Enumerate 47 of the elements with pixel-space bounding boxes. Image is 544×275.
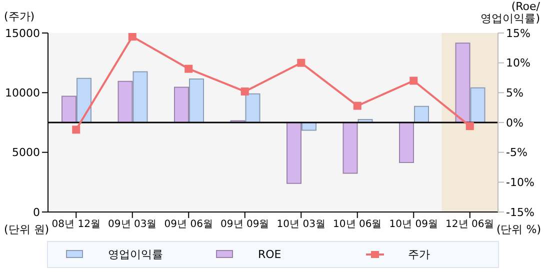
x-tick-label: 10년 09월 <box>389 219 438 230</box>
point <box>72 126 80 134</box>
point <box>297 58 306 67</box>
y-tick-label: 5000 <box>12 146 40 160</box>
legend-label: ROE <box>258 248 282 261</box>
y2-tick-label: -10% <box>506 176 534 190</box>
bar <box>286 122 302 184</box>
bar <box>470 87 486 123</box>
bar <box>76 78 92 123</box>
point <box>128 33 136 41</box>
text: (단위 %) <box>496 222 541 237</box>
y-tick-label: 10000 <box>5 86 40 100</box>
point <box>410 76 418 85</box>
bar <box>399 122 414 163</box>
bar <box>132 71 148 123</box>
bar <box>342 122 358 174</box>
x-tick-label: 08년 12월 <box>52 219 100 230</box>
y-tick-label: 15000 <box>5 26 40 40</box>
bar <box>414 106 429 123</box>
y-tick-label: 0 <box>33 206 40 219</box>
y2-tick-label: 5% <box>506 86 524 100</box>
y2-axis-title: (Roe/ 영업이익률) <box>480 0 540 25</box>
text: (단위 원) <box>4 222 50 237</box>
x-tick-label: 10년 06월 <box>333 219 382 230</box>
y2-tick-label: -5% <box>506 146 528 160</box>
y2-tick-label: 10% <box>506 56 530 70</box>
y2-tick-label: 0% <box>506 116 524 130</box>
legend-label: 영업이익률 <box>108 247 163 262</box>
y2-tick-label: -15% <box>506 206 534 219</box>
bar <box>455 42 470 123</box>
x-tick-label: 09년 09월 <box>220 219 270 230</box>
point <box>184 64 193 73</box>
x-tick-label: 10년 03월 <box>276 219 326 230</box>
point <box>240 87 249 96</box>
bar <box>174 86 189 123</box>
bar <box>245 93 260 123</box>
y2-tick-label: 15% <box>506 26 530 40</box>
x-tick-label: 12년 06월 <box>446 219 494 230</box>
x-tick-label: 09년 03월 <box>108 219 157 230</box>
legend-label: 주가 <box>408 247 430 262</box>
bar <box>62 96 76 123</box>
bar <box>118 80 133 123</box>
point <box>466 122 474 130</box>
x-tick-label: 09년 06월 <box>164 219 213 230</box>
point <box>353 102 362 110</box>
y-axis-title: (주가) <box>4 9 35 24</box>
bar <box>189 78 204 123</box>
